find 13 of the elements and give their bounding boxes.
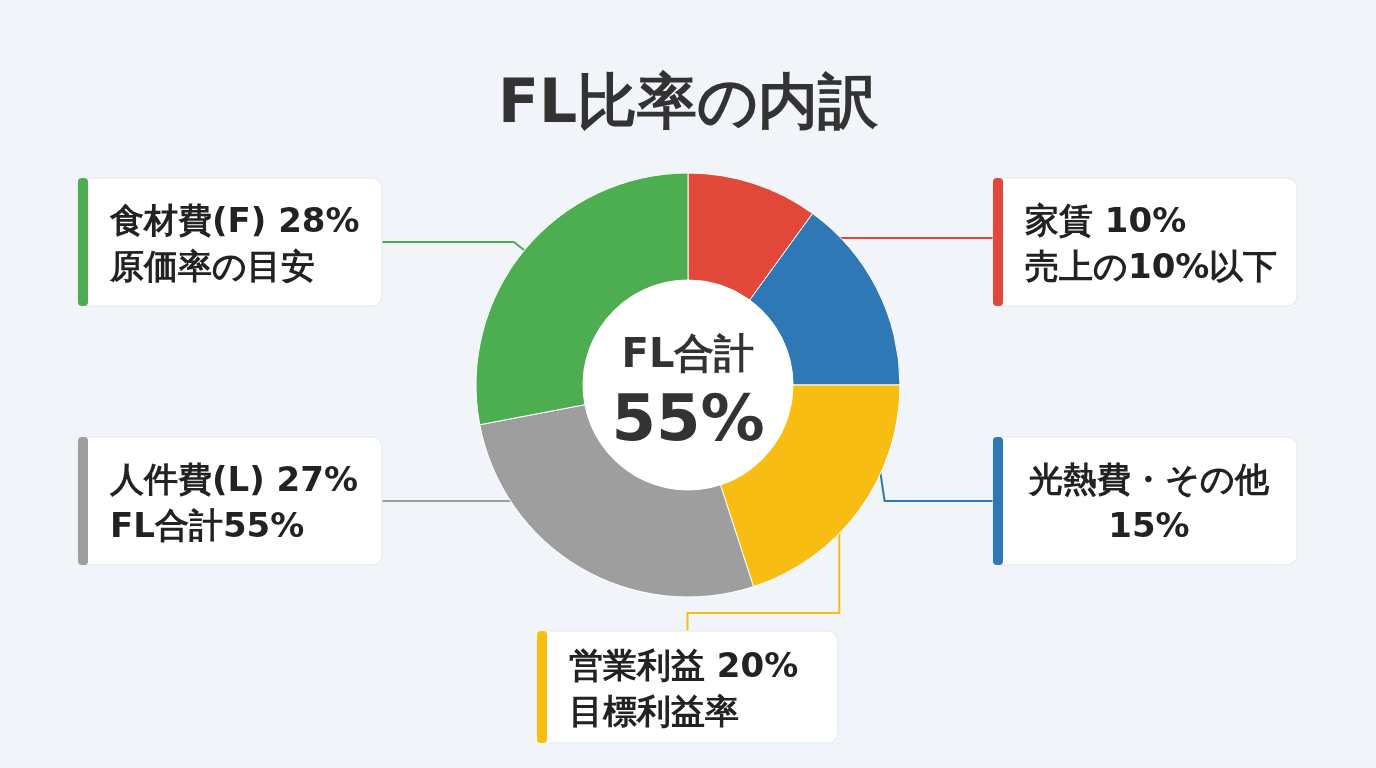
text: 55% [611,381,765,455]
text: 目標利益率 [569,691,739,731]
text: 売上の10%以下 [1025,246,1278,286]
chart-title: FL比率の内訳 [497,66,880,136]
text: FL合計55% [110,505,305,545]
data-label: 15% [1108,505,1190,545]
slice-label: 食材費(F) 28% [109,200,360,240]
slice-label: 家賃 10% [1025,200,1187,240]
slice-label: 光熱費・その他 [1027,459,1270,499]
text: FL合計 [621,330,755,376]
slice-label: 営業利益 20% [569,645,799,685]
text: 原価率の目安 [109,246,315,286]
slice-label: 人件費(L) 27% [109,459,358,499]
